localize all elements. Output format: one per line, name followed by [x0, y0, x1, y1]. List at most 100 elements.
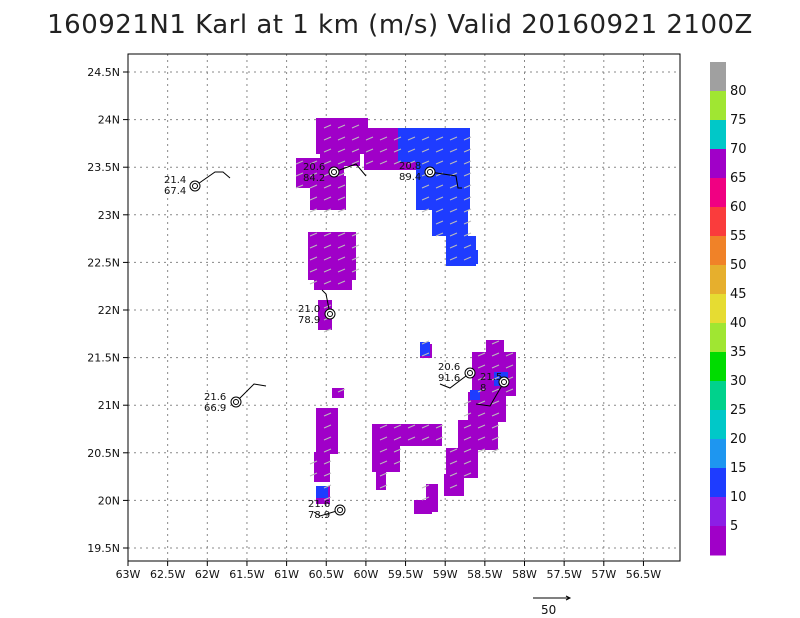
- wind-arrow: [449, 484, 458, 489]
- wind-arrow: [463, 244, 472, 249]
- station-value: 66.9: [204, 403, 226, 414]
- wind-arrow: [463, 196, 472, 201]
- station-value: 78.9: [308, 510, 330, 521]
- station-marker: 21.078.9: [298, 289, 336, 326]
- station-circle-inner: [192, 183, 198, 189]
- wind-arrow: [449, 136, 458, 141]
- wind-arrow: [323, 196, 332, 201]
- station-circle-inner: [327, 311, 333, 317]
- wind-arrow: [449, 448, 458, 453]
- wind-arrow: [449, 160, 458, 165]
- wind-arrow: [463, 160, 472, 165]
- region-block: [420, 342, 430, 356]
- x-tick-label: 60W: [353, 568, 378, 581]
- wind-arrow: [463, 172, 472, 177]
- region-block: [414, 500, 432, 514]
- wind-arrow: [491, 388, 500, 393]
- wind-arrow: [393, 436, 402, 441]
- colorbar-segment: [710, 62, 726, 92]
- y-tick-label: 22N: [98, 304, 120, 317]
- region-block: [486, 340, 504, 360]
- wind-arrow: [435, 232, 444, 237]
- wind-arrow: [435, 220, 444, 225]
- reference-vector: 50: [533, 595, 572, 617]
- wind-arrow: [323, 136, 332, 141]
- wind-arrow: [463, 412, 472, 417]
- colorbar-label: 35: [730, 345, 747, 360]
- wind-arrow: [309, 172, 318, 177]
- wind-arrow: [295, 160, 304, 165]
- wind-arrow: [323, 436, 332, 441]
- region-block: [310, 176, 346, 210]
- colorbar-segment: [710, 120, 726, 150]
- region-block: [320, 150, 360, 166]
- wind-arrow: [491, 364, 500, 369]
- station-marker: 20.691.6: [438, 362, 476, 389]
- reference-vector-label: 50: [541, 603, 556, 617]
- wind-arrow: [379, 448, 388, 453]
- wind-arrow: [365, 136, 374, 141]
- station-circle-inner: [331, 169, 337, 175]
- wind-arrow: [449, 220, 458, 225]
- colorbar-segment: [710, 236, 726, 266]
- region-block: [316, 486, 328, 498]
- station-lat: 21.6: [308, 499, 330, 510]
- wind-arrow: [351, 124, 360, 129]
- wind-arrow: [295, 184, 304, 189]
- wind-arrow: [435, 184, 444, 189]
- wind-arrow: [323, 268, 332, 273]
- wind-arrow: [477, 388, 486, 393]
- colorbar-segment: [710, 207, 726, 237]
- station-circle: [230, 396, 242, 408]
- station-circle-inner: [427, 169, 433, 175]
- colorbar-segment: [710, 294, 726, 324]
- wind-arrow: [323, 424, 332, 429]
- y-tick-label: 20.5N: [87, 447, 120, 460]
- wind-arrow: [351, 148, 360, 153]
- wind-speed-regions: [296, 118, 516, 514]
- wind-arrow: [365, 148, 374, 153]
- wind-barb: [313, 509, 341, 517]
- x-tick-label: 60.5W: [309, 568, 344, 581]
- wind-arrow: [323, 232, 332, 237]
- wind-arrow: [323, 148, 332, 153]
- wind-arrow: [463, 232, 472, 237]
- wind-arrow: [449, 460, 458, 465]
- station-circle: [324, 308, 336, 320]
- plot-frame: [127, 53, 681, 562]
- wind-arrow: [435, 148, 444, 153]
- wind-arrow: [337, 148, 346, 153]
- wind-arrow: [407, 424, 416, 429]
- wind-arrow: [337, 280, 346, 285]
- wind-arrow: [463, 400, 472, 405]
- wind-arrow: [449, 196, 458, 201]
- wind-arrow: [435, 136, 444, 141]
- wind-arrow: [449, 256, 458, 261]
- station-marker: 20.684.2: [303, 162, 367, 184]
- wind-arrow: [379, 424, 388, 429]
- colorbar-label: 20: [730, 432, 747, 447]
- y-axis-ticks: 24.5N 24N 23.5N 23N 22.5N 22N 21.5N 21N 20.5N 20N…: [87, 66, 128, 555]
- y-tick-label: 20N: [98, 494, 120, 507]
- colorbar-label: 70: [730, 142, 747, 157]
- wind-arrow: [491, 436, 500, 441]
- wind-arrow: [337, 184, 346, 189]
- wind-arrow: [463, 220, 472, 225]
- wind-barb: [235, 383, 267, 403]
- wind-arrow: [477, 448, 486, 453]
- wind-arrow: [323, 460, 332, 465]
- wind-arrow: [379, 436, 388, 441]
- y-tick-label: 21N: [98, 399, 120, 412]
- colorbar-segment: [710, 265, 726, 295]
- station-circle: [498, 376, 510, 388]
- y-tick-label: 21.5N: [87, 352, 120, 365]
- wind-arrow: [505, 364, 514, 369]
- wind-arrow: [323, 448, 332, 453]
- wind-arrow: [463, 448, 472, 453]
- region-block: [332, 388, 344, 398]
- station-circle: [424, 166, 436, 178]
- wind-arrow: [491, 352, 500, 357]
- stations: 21.467.420.684.220.889.421.078.920.691.6…: [164, 161, 510, 521]
- station-marker: 21.467.4: [164, 171, 231, 197]
- wind-arrow: [449, 148, 458, 153]
